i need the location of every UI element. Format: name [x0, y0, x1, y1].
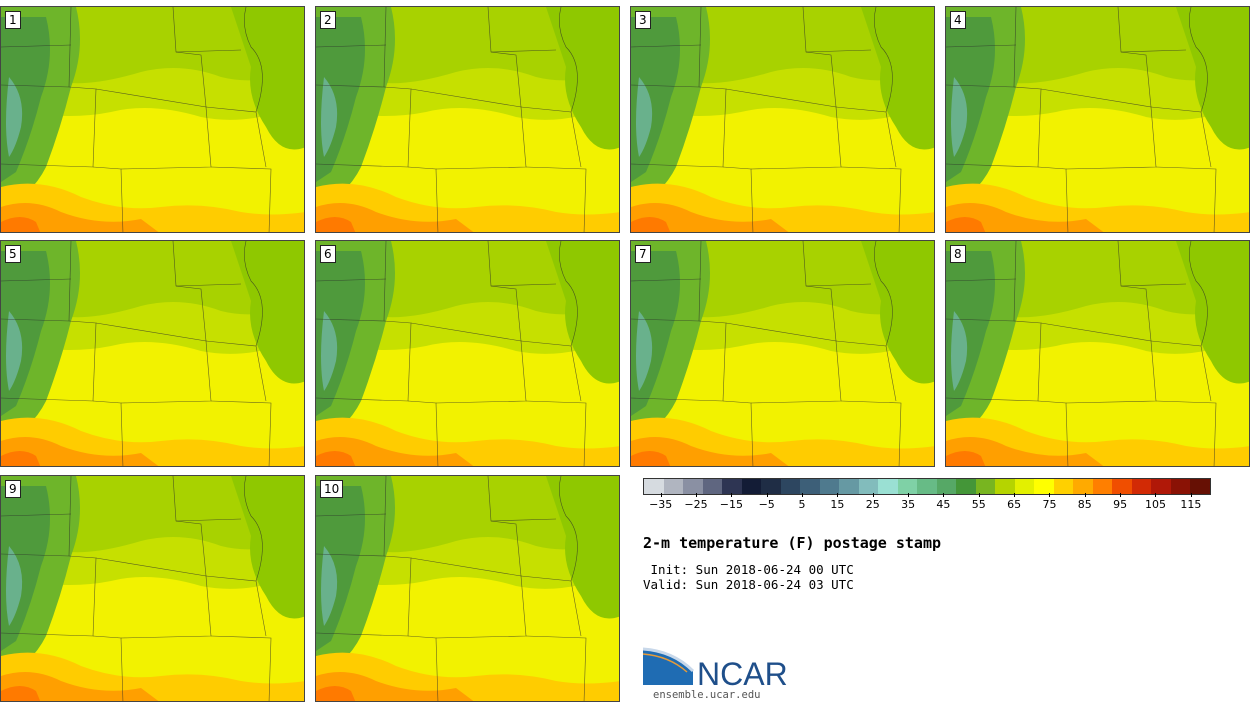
member-panel-3: 3	[630, 6, 935, 233]
colorbar-tick-label: 15	[830, 498, 845, 511]
colorbar-tick-label: −25	[684, 498, 708, 511]
colorbar-tick-label: 65	[1007, 498, 1022, 511]
colorbar-swatch	[858, 479, 878, 494]
colorbar-tick-label: 55	[971, 498, 986, 511]
colorbar-tick	[731, 493, 733, 497]
colorbar-tick	[908, 493, 910, 497]
colorbar-swatch	[839, 479, 859, 494]
panel-label: 9	[5, 480, 21, 498]
panel-label: 8	[950, 245, 966, 263]
colorbar-swatch	[1131, 479, 1151, 494]
temperature-map	[631, 7, 934, 232]
colorbar-swatch	[936, 479, 956, 494]
temperature-map	[946, 241, 1249, 466]
colorbar-tick	[943, 493, 945, 497]
panel-label: 7	[635, 245, 651, 263]
colorbar-swatch	[1092, 479, 1112, 494]
colorbar-tick-label: 25	[865, 498, 880, 511]
colorbar-swatch	[1170, 479, 1190, 494]
colorbar-swatch	[683, 479, 703, 494]
colorbar-tick-label: 5	[798, 498, 806, 511]
member-panel-2: 2	[315, 6, 620, 233]
colorbar-swatch	[800, 479, 820, 494]
figure-title: 2-m temperature (F) postage stamp	[643, 534, 942, 552]
panel-label: 6	[320, 245, 336, 263]
colorbar-tick	[660, 493, 662, 497]
colorbar-tick	[1190, 493, 1192, 497]
colorbar-tick-label: 95	[1113, 498, 1128, 511]
member-panel-1: 1	[0, 6, 305, 233]
colorbar-swatch	[663, 479, 683, 494]
colorbar-swatch	[956, 479, 976, 494]
colorbar-swatch	[995, 479, 1015, 494]
colorbar-swatch	[897, 479, 917, 494]
panel-label: 1	[5, 11, 21, 29]
colorbar-swatch	[1014, 479, 1034, 494]
init-time: Init: Sun 2018-06-24 00 UTC	[643, 562, 854, 577]
member-panel-4: 4	[945, 6, 1250, 233]
temperature-map	[1, 241, 304, 466]
temperature-map	[631, 241, 934, 466]
colorbar-tick	[1155, 493, 1157, 497]
panel-label: 10	[320, 480, 344, 498]
colorbar-tick	[872, 493, 874, 497]
panel-label: 3	[635, 11, 651, 29]
colorbar-tick	[837, 493, 839, 497]
colorbar-tick	[802, 493, 804, 497]
temperature-map	[1, 7, 304, 232]
colorbar-swatch	[741, 479, 761, 494]
member-panel-6: 6	[315, 240, 620, 467]
colorbar-swatch	[917, 479, 937, 494]
member-panel-8: 8	[945, 240, 1250, 467]
panel-label: 2	[320, 11, 336, 29]
valid-time: Valid: Sun 2018-06-24 03 UTC	[643, 577, 854, 592]
colorbar-tick-label: 75	[1042, 498, 1057, 511]
colorbar-swatch	[1190, 479, 1210, 494]
colorbar-tick	[696, 493, 698, 497]
ensemble-url: ensemble.ucar.edu	[653, 689, 761, 701]
member-panel-10: 10	[315, 475, 620, 702]
colorbar-tick-label: 85	[1077, 498, 1092, 511]
colorbar-swatch	[722, 479, 742, 494]
member-panel-7: 7	[630, 240, 935, 467]
colorbar-swatch	[1112, 479, 1132, 494]
colorbar-tick-label: −15	[719, 498, 743, 511]
colorbar-tick-label: 115	[1180, 498, 1202, 511]
temperature-map	[946, 7, 1249, 232]
colorbar-tick	[1049, 493, 1051, 497]
colorbar-swatch	[702, 479, 722, 494]
temperature-map	[316, 7, 619, 232]
member-panel-9: 9	[0, 475, 305, 702]
colorbar-tick	[1120, 493, 1122, 497]
temperature-colorbar	[643, 478, 1211, 495]
colorbar-tick	[1084, 493, 1086, 497]
temperature-map	[1, 476, 304, 701]
colorbar-swatch	[975, 479, 995, 494]
colorbar-tick-label: 45	[936, 498, 951, 511]
colorbar-swatch	[1151, 479, 1171, 494]
temperature-map	[316, 241, 619, 466]
colorbar-tick	[1014, 493, 1016, 497]
ncar-logo: NCAR	[643, 647, 788, 692]
colorbar-swatch	[878, 479, 898, 494]
colorbar-tick-label: 105	[1144, 498, 1166, 511]
colorbar-tick-label: 35	[901, 498, 916, 511]
colorbar-tick	[766, 493, 768, 497]
temperature-map	[316, 476, 619, 701]
panel-label: 5	[5, 245, 21, 263]
colorbar-swatch	[1073, 479, 1093, 494]
colorbar-tick	[978, 493, 980, 497]
colorbar-tick-label: −35	[649, 498, 673, 511]
ncar-logo-text: NCAR	[697, 656, 788, 692]
colorbar-swatch	[1034, 479, 1054, 494]
colorbar-swatch	[644, 479, 664, 494]
panel-label: 4	[950, 11, 966, 29]
colorbar-tick-label: −5	[758, 498, 775, 511]
colorbar-swatch	[1053, 479, 1073, 494]
colorbar-ticks: −35 −25 −15 −5 5 15 25 35 45 55 65 75 85 95 105 115	[643, 493, 1247, 513]
member-panel-5: 5	[0, 240, 305, 467]
colorbar-swatch	[819, 479, 839, 494]
colorbar-swatch	[761, 479, 781, 494]
colorbar-swatch	[780, 479, 800, 494]
